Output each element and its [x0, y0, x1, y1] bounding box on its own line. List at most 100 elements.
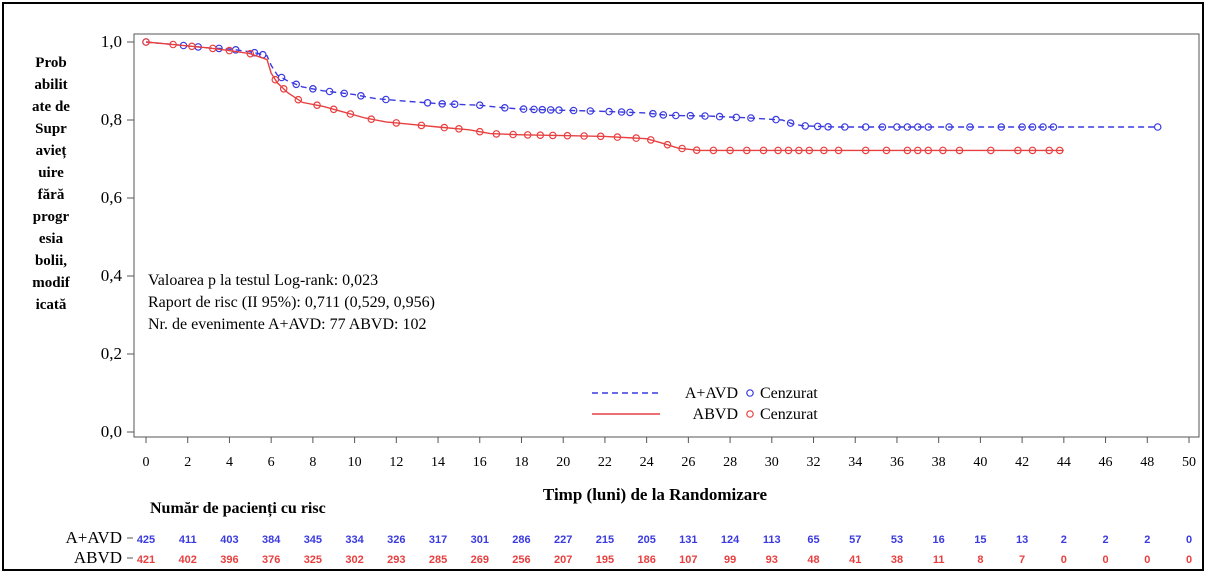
censored-marker	[569, 106, 578, 115]
plot-area	[133, 33, 1200, 438]
censored-marker	[605, 107, 613, 116]
risk-count: 285	[429, 554, 447, 566]
risk-count: 411	[179, 534, 197, 546]
risk-count: 345	[304, 534, 322, 546]
censored-marker	[367, 115, 376, 124]
censored-marker	[382, 95, 390, 104]
y-axis-label-line: uire	[38, 165, 64, 181]
censored-marker	[392, 119, 401, 127]
risk-count: 38	[891, 554, 903, 566]
risk-table: A+AVD 425 411 403 384 345 334 326 317 301 286 227 21…	[65, 528, 1192, 567]
x-tick-label: 20	[556, 455, 570, 470]
y-tick-label: 0,0	[101, 422, 122, 441]
risk-count: 131	[679, 534, 697, 546]
censored-marker	[519, 105, 528, 113]
censored-marker	[801, 122, 810, 130]
censored-marker	[709, 146, 718, 155]
x-tick-label: 44	[1057, 455, 1071, 470]
censored-marker	[329, 105, 338, 114]
censored-marker	[861, 146, 870, 155]
censored-marker	[563, 131, 572, 140]
risk-count: 186	[637, 554, 655, 566]
censored-marker	[492, 130, 501, 138]
risk-count: 301	[471, 534, 489, 546]
risk-count: 0	[1061, 554, 1067, 566]
x-tick-label: 38	[932, 455, 946, 470]
y-axis-label-line: progr	[32, 209, 70, 225]
x-tick-label: 24	[640, 455, 654, 470]
series-line-abvd	[145, 41, 1064, 152]
series-line-aavd	[145, 41, 1158, 128]
risk-count: 41	[849, 554, 861, 566]
censored-marker	[340, 89, 349, 98]
x-tick-label: 34	[848, 455, 862, 470]
risk-count: 16	[933, 534, 945, 546]
censored-marker	[538, 105, 547, 114]
x-tick-label: 48	[1140, 455, 1154, 470]
censored-marker	[784, 146, 793, 155]
x-tick-label: 22	[598, 455, 612, 470]
risk-count: 113	[763, 534, 781, 546]
x-tick-label: 2	[184, 455, 191, 470]
risk-count: 0	[1102, 554, 1108, 566]
censored-marker	[805, 146, 814, 155]
censored-marker	[795, 146, 803, 155]
y-axis-label-line: fără	[37, 187, 65, 203]
censored-marker	[649, 109, 657, 118]
y-axis-label-line: esia	[38, 231, 64, 247]
censored-marker	[692, 146, 701, 155]
risk-count: 384	[262, 534, 281, 546]
legend: A+AVD Cenzurat ABVD Cenzurat	[592, 385, 818, 423]
risk-count: 256	[512, 554, 530, 566]
censored-marker	[586, 107, 595, 115]
x-tick-label: 14	[431, 455, 445, 470]
censored-marker	[523, 131, 532, 139]
censored-marker	[313, 101, 321, 110]
risk-count: 107	[679, 554, 697, 566]
risk-row-label: ABVD	[74, 548, 122, 567]
risk-count: 205	[637, 534, 655, 546]
censored-marker	[671, 111, 680, 120]
x-tick-label: 30	[765, 455, 779, 470]
survival-curves	[142, 38, 1162, 155]
risk-count: 0	[1186, 554, 1192, 566]
stat-annotation: Raport de risc (II 95%): 0,711 (0,529, 0…	[148, 294, 435, 311]
censored-marker	[903, 123, 912, 131]
x-tick-label: 36	[890, 455, 904, 470]
risk-count: 207	[554, 554, 572, 566]
censored-marker	[893, 123, 901, 131]
censored-marker	[774, 146, 782, 155]
risk-count: 334	[345, 534, 364, 546]
censored-marker	[1028, 123, 1037, 131]
censored-marker	[913, 146, 922, 155]
censored-marker	[997, 123, 1006, 131]
risk-count: 376	[262, 554, 280, 566]
y-axis-label-line: ate de	[32, 99, 70, 115]
censored-marker	[596, 132, 605, 141]
censored-marker	[438, 100, 447, 108]
censored-marker	[440, 123, 449, 132]
x-tick-label: 42	[1015, 455, 1029, 470]
censored-marker	[450, 100, 459, 109]
risk-count: 403	[220, 534, 238, 546]
censored-marker	[955, 146, 964, 155]
censored-marker	[417, 121, 426, 130]
censored-marker	[701, 112, 709, 120]
y-tick-label: 0,2	[101, 344, 122, 363]
censored-marker	[878, 123, 887, 131]
censored-marker	[509, 130, 517, 139]
risk-count: 269	[471, 554, 489, 566]
risk-count: 7	[1019, 554, 1025, 566]
censored-marker	[292, 80, 301, 89]
risk-count: 396	[220, 554, 238, 566]
risk-count: 13	[1016, 534, 1028, 546]
censored-marker	[346, 110, 355, 118]
censored-marker	[500, 104, 509, 112]
censored-marker	[455, 125, 463, 133]
censored-marker	[209, 44, 217, 53]
x-axis: 0 2 4 6 8 10 12 14 16 18 20 22 24 26 28 30 32 34 36 38 40 42 4…	[143, 437, 1196, 470]
risk-count: 425	[137, 534, 155, 546]
censored-marker	[475, 101, 484, 110]
risk-count: 11	[933, 554, 945, 566]
